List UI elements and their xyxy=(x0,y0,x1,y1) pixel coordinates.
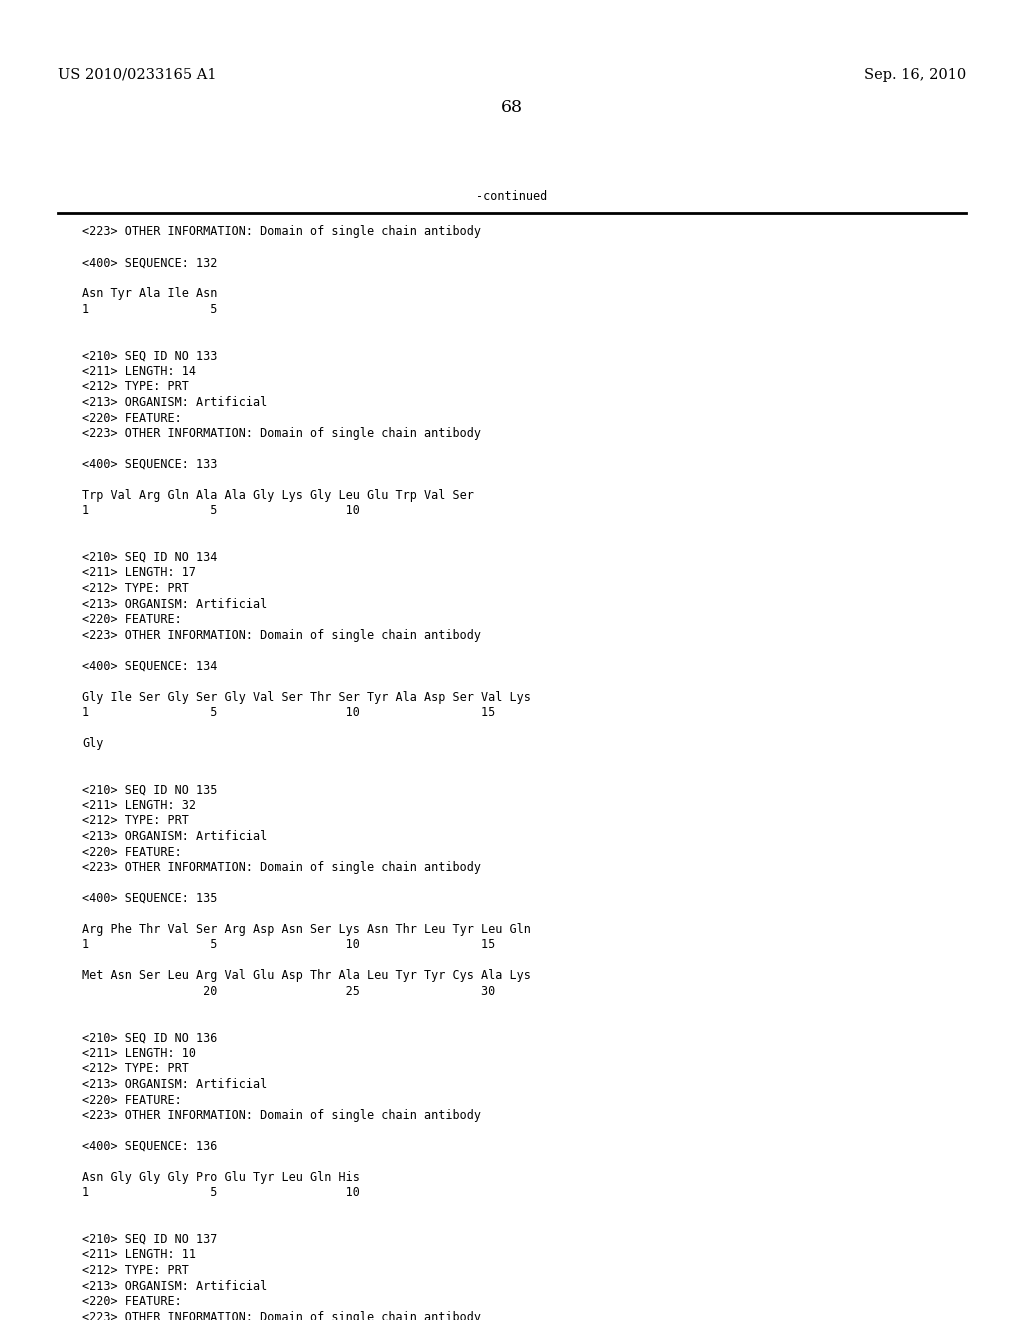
Text: 1                 5                  10                 15: 1 5 10 15 xyxy=(82,939,496,952)
Text: <212> TYPE: PRT: <212> TYPE: PRT xyxy=(82,1063,188,1076)
Text: <400> SEQUENCE: 136: <400> SEQUENCE: 136 xyxy=(82,1140,217,1152)
Text: <210> SEQ ID NO 137: <210> SEQ ID NO 137 xyxy=(82,1233,217,1246)
Text: Arg Phe Thr Val Ser Arg Asp Asn Ser Lys Asn Thr Leu Tyr Leu Gln: Arg Phe Thr Val Ser Arg Asp Asn Ser Lys … xyxy=(82,923,530,936)
Text: <211> LENGTH: 10: <211> LENGTH: 10 xyxy=(82,1047,196,1060)
Text: <220> FEATURE:: <220> FEATURE: xyxy=(82,612,181,626)
Text: <220> FEATURE:: <220> FEATURE: xyxy=(82,1295,181,1308)
Text: <212> TYPE: PRT: <212> TYPE: PRT xyxy=(82,380,188,393)
Text: <212> TYPE: PRT: <212> TYPE: PRT xyxy=(82,1265,188,1276)
Text: <212> TYPE: PRT: <212> TYPE: PRT xyxy=(82,814,188,828)
Text: <220> FEATURE:: <220> FEATURE: xyxy=(82,412,181,425)
Text: <220> FEATURE:: <220> FEATURE: xyxy=(82,846,181,858)
Text: <211> LENGTH: 32: <211> LENGTH: 32 xyxy=(82,799,196,812)
Text: <400> SEQUENCE: 132: <400> SEQUENCE: 132 xyxy=(82,256,217,269)
Text: <223> OTHER INFORMATION: Domain of single chain antibody: <223> OTHER INFORMATION: Domain of singl… xyxy=(82,426,481,440)
Text: US 2010/0233165 A1: US 2010/0233165 A1 xyxy=(58,69,216,82)
Text: 1                 5                  10: 1 5 10 xyxy=(82,1187,359,1200)
Text: <211> LENGTH: 17: <211> LENGTH: 17 xyxy=(82,566,196,579)
Text: <213> ORGANISM: Artificial: <213> ORGANISM: Artificial xyxy=(82,1078,267,1092)
Text: 20                  25                 30: 20 25 30 xyxy=(82,985,496,998)
Text: <223> OTHER INFORMATION: Domain of single chain antibody: <223> OTHER INFORMATION: Domain of singl… xyxy=(82,628,481,642)
Text: <213> ORGANISM: Artificial: <213> ORGANISM: Artificial xyxy=(82,830,267,843)
Text: Met Asn Ser Leu Arg Val Glu Asp Thr Ala Leu Tyr Tyr Cys Ala Lys: Met Asn Ser Leu Arg Val Glu Asp Thr Ala … xyxy=(82,969,530,982)
Text: <400> SEQUENCE: 134: <400> SEQUENCE: 134 xyxy=(82,660,217,672)
Text: <210> SEQ ID NO 136: <210> SEQ ID NO 136 xyxy=(82,1031,217,1044)
Text: 68: 68 xyxy=(501,99,523,116)
Text: <220> FEATURE:: <220> FEATURE: xyxy=(82,1093,181,1106)
Text: Asn Gly Gly Gly Pro Glu Tyr Leu Gln His: Asn Gly Gly Gly Pro Glu Tyr Leu Gln His xyxy=(82,1171,359,1184)
Text: 1                 5                  10                 15: 1 5 10 15 xyxy=(82,706,496,719)
Text: <211> LENGTH: 11: <211> LENGTH: 11 xyxy=(82,1249,196,1262)
Text: Gly: Gly xyxy=(82,737,103,750)
Text: <223> OTHER INFORMATION: Domain of single chain antibody: <223> OTHER INFORMATION: Domain of singl… xyxy=(82,226,481,239)
Text: <223> OTHER INFORMATION: Domain of single chain antibody: <223> OTHER INFORMATION: Domain of singl… xyxy=(82,1311,481,1320)
Text: <400> SEQUENCE: 133: <400> SEQUENCE: 133 xyxy=(82,458,217,471)
Text: <213> ORGANISM: Artificial: <213> ORGANISM: Artificial xyxy=(82,598,267,610)
Text: <211> LENGTH: 14: <211> LENGTH: 14 xyxy=(82,366,196,378)
Text: Asn Tyr Ala Ile Asn: Asn Tyr Ala Ile Asn xyxy=(82,288,217,301)
Text: -continued: -continued xyxy=(476,190,548,202)
Text: <210> SEQ ID NO 133: <210> SEQ ID NO 133 xyxy=(82,350,217,363)
Text: <212> TYPE: PRT: <212> TYPE: PRT xyxy=(82,582,188,595)
Text: Sep. 16, 2010: Sep. 16, 2010 xyxy=(864,69,966,82)
Text: 1                 5: 1 5 xyxy=(82,304,217,315)
Text: <223> OTHER INFORMATION: Domain of single chain antibody: <223> OTHER INFORMATION: Domain of singl… xyxy=(82,1109,481,1122)
Text: <213> ORGANISM: Artificial: <213> ORGANISM: Artificial xyxy=(82,396,267,409)
Text: Gly Ile Ser Gly Ser Gly Val Ser Thr Ser Tyr Ala Asp Ser Val Lys: Gly Ile Ser Gly Ser Gly Val Ser Thr Ser … xyxy=(82,690,530,704)
Text: <400> SEQUENCE: 135: <400> SEQUENCE: 135 xyxy=(82,892,217,906)
Text: Trp Val Arg Gln Ala Ala Gly Lys Gly Leu Glu Trp Val Ser: Trp Val Arg Gln Ala Ala Gly Lys Gly Leu … xyxy=(82,488,474,502)
Text: <210> SEQ ID NO 135: <210> SEQ ID NO 135 xyxy=(82,784,217,796)
Text: <210> SEQ ID NO 134: <210> SEQ ID NO 134 xyxy=(82,550,217,564)
Text: <223> OTHER INFORMATION: Domain of single chain antibody: <223> OTHER INFORMATION: Domain of singl… xyxy=(82,861,481,874)
Text: <213> ORGANISM: Artificial: <213> ORGANISM: Artificial xyxy=(82,1279,267,1292)
Text: 1                 5                  10: 1 5 10 xyxy=(82,504,359,517)
